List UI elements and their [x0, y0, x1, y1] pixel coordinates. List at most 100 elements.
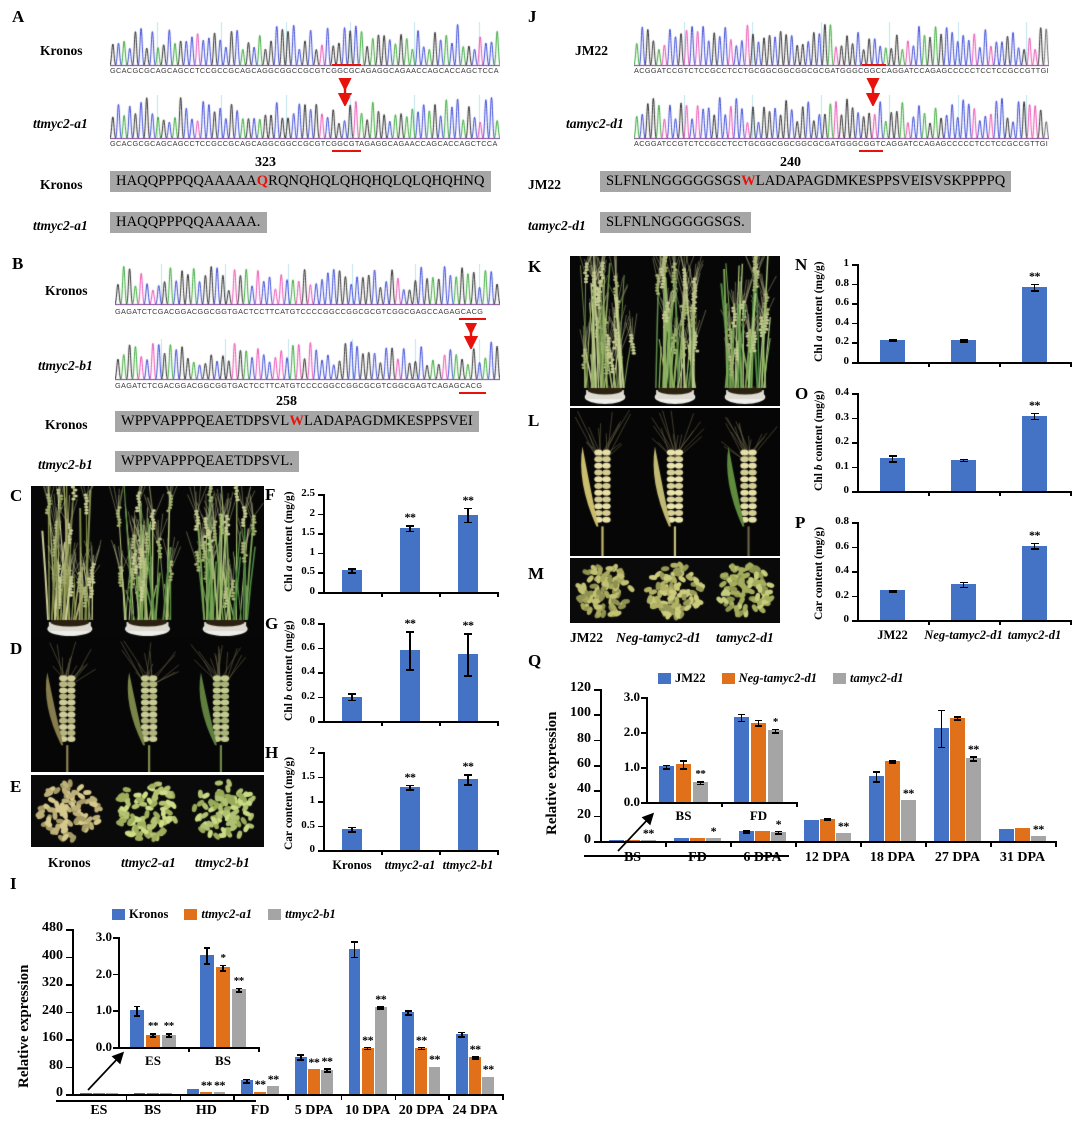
- panelJ-protein-mut-box: SLFNLNGGGGGSGS.: [600, 212, 751, 233]
- panelB-trace1-name: Kronos: [45, 283, 88, 298]
- panel-I-legend-label: ttmyc2-a1: [201, 906, 253, 921]
- panel-Q-xtick: [730, 841, 732, 847]
- panel-O-x-axis: [857, 491, 1070, 493]
- panel-I-legend-swatch: [184, 908, 198, 920]
- panel-Q-significance: **: [967, 742, 980, 757]
- panel-I-bar: [200, 1092, 213, 1094]
- panel-G-x-axis: [323, 721, 497, 723]
- panel-Q-legend-label: Neg-tamyc2-d1: [738, 670, 818, 685]
- panel-Q-bar: [706, 838, 721, 841]
- panel-P-errorbar: [962, 581, 965, 587]
- panel-H-errorcap: [406, 789, 414, 791]
- panel-Q-significance: **: [642, 826, 655, 841]
- panel-F-ytick-label: 0: [309, 585, 316, 597]
- panel-N-chart: N Chl a content (mg/g) 0 0.2 0.4 0.6 0.8 1 **: [795, 256, 1080, 384]
- panel-I-inset-bar: [231, 989, 246, 1047]
- panel-P-ytick: [852, 595, 857, 598]
- panel-F-xtick: [381, 592, 383, 597]
- panel-I-legend: Kronos ttmyc2-a1 ttmyc2-b1: [112, 905, 352, 923]
- panel-F-ytick-label: 2: [309, 506, 316, 519]
- panel-O-ytick: [852, 393, 857, 395]
- panel-F-errorcap: [406, 530, 414, 533]
- panel-I-bar: [307, 1069, 320, 1094]
- panel-H-ytick-label: 0.5: [301, 818, 315, 831]
- panel-Q-bar: [625, 839, 640, 841]
- klm-label-2: tamyc2-d1: [716, 630, 774, 645]
- chromatogram-b-wt: [115, 264, 500, 306]
- panel-G-ytick-label: 0.8: [301, 616, 315, 628]
- panel-I-inset-xtick: [258, 1047, 260, 1052]
- panel-Q-y-axis: [600, 689, 602, 841]
- panel-P-ytick: [852, 546, 857, 549]
- panel-G-chart: G Chl b content (mg/g) 0 0.2 0.4 0.6 0.8 ** **: [265, 615, 507, 743]
- panel-F-ytick-label: 1: [309, 545, 316, 558]
- panel-I-inset-ytick: [113, 1047, 118, 1049]
- panel-label-f: F: [265, 485, 276, 504]
- panel-N-xtick: [999, 362, 1001, 367]
- panel-I-inset-errorcap: [235, 991, 242, 993]
- chromatogram-j-mut: [634, 95, 1049, 140]
- panel-I-inset-errorcap: [134, 1015, 141, 1017]
- panel-Q-significance: *: [710, 824, 717, 839]
- panel-O-xtick: [1070, 491, 1072, 496]
- panel-Q-bar: [739, 831, 754, 841]
- panel-I-bar: [146, 1093, 159, 1094]
- panel-F-errorbar: [351, 568, 353, 573]
- panel-I-ytick-label: 0: [56, 1085, 63, 1100]
- panel-N-ytick: [852, 322, 857, 325]
- panel-H-errorcap: [348, 826, 356, 829]
- panel-Q-inset-bar: [676, 764, 691, 802]
- panel-I-inset-bar: [146, 1034, 160, 1047]
- panelI-inset-connector: [56, 1100, 256, 1102]
- panel-I-bar: [254, 1091, 267, 1094]
- panel-Q-inset-ytick: [641, 732, 646, 734]
- panel-P-xtick: [928, 620, 930, 625]
- panel-I-inset-y-axis: [118, 937, 120, 1047]
- panel-I-errorcap: [404, 1014, 412, 1016]
- panel-N-errorbar: [1033, 283, 1036, 291]
- cde-label-1: ttmyc2-a1: [121, 855, 176, 870]
- panel-G-errorcap: [348, 699, 356, 702]
- panel-I-xtick: [233, 1094, 235, 1100]
- panel-I-ytick: [66, 929, 72, 931]
- panel-N-ytick: [852, 283, 857, 286]
- panel-label-e: E: [10, 777, 22, 796]
- panel-I-bar: [294, 1056, 307, 1094]
- panel-O-ytick: [852, 491, 857, 493]
- panel-Q-errorcap: [938, 709, 946, 712]
- panel-Q-inset-errorcap: [697, 783, 704, 786]
- panel-O-bar: [880, 458, 905, 491]
- panel-G-errorcap: [464, 675, 472, 677]
- panel-H-errorbar: [409, 784, 411, 790]
- panelL-spike-photo: [570, 408, 780, 556]
- panel-Q-inset-category-label: BS: [675, 808, 692, 823]
- panelB-protein-wt-box: WPPVAPPPQEAETDPSVLWLADAPAGDMKESPPSVEI: [115, 411, 479, 432]
- panel-Q-inset-errorcap: [772, 728, 779, 731]
- panelC-plant-photo: [31, 486, 264, 638]
- panel-G-y-axis: [323, 623, 325, 721]
- panel-H-bar: [400, 787, 420, 850]
- panel-H-ytick: [318, 801, 323, 803]
- panel-P-x-axis: [857, 620, 1070, 622]
- panel-I-category-label: HD: [195, 1103, 217, 1118]
- panel-Q-category-label: FD: [688, 850, 707, 865]
- panel-I-inset-ytick-label: 3.0: [95, 929, 112, 944]
- panel-label-p: P: [795, 513, 806, 532]
- panel-Q-bar: [755, 831, 770, 841]
- panel-H-errorcap: [464, 784, 472, 786]
- panel-I-xtick: [502, 1094, 504, 1100]
- panel-I-ytick-label: 80: [49, 1057, 63, 1073]
- panel-Q-bar: [869, 776, 884, 841]
- panelB-protein-mut-seq: WPPVAPPPQEAETDPSVL.: [115, 451, 300, 472]
- panel-Q-inset-arrow: [617, 812, 655, 852]
- panel-Q-errorcap: [743, 829, 751, 832]
- panelJ-protein-wt-hl: W: [741, 173, 756, 189]
- panel-P-bar: [1022, 545, 1047, 620]
- panel-Q-errorcap: [954, 715, 961, 718]
- panel-N-ytick: [852, 362, 857, 364]
- panel-Q-ytick-label: 60: [577, 756, 591, 771]
- panelA-protein-mut-name: ttmyc2-a1: [33, 218, 88, 233]
- panel-I-ytick-label: 240: [42, 1002, 63, 1018]
- panel-N-bar: [880, 339, 905, 362]
- panelJ-protein-mut-name: tamyc2-d1: [528, 218, 586, 233]
